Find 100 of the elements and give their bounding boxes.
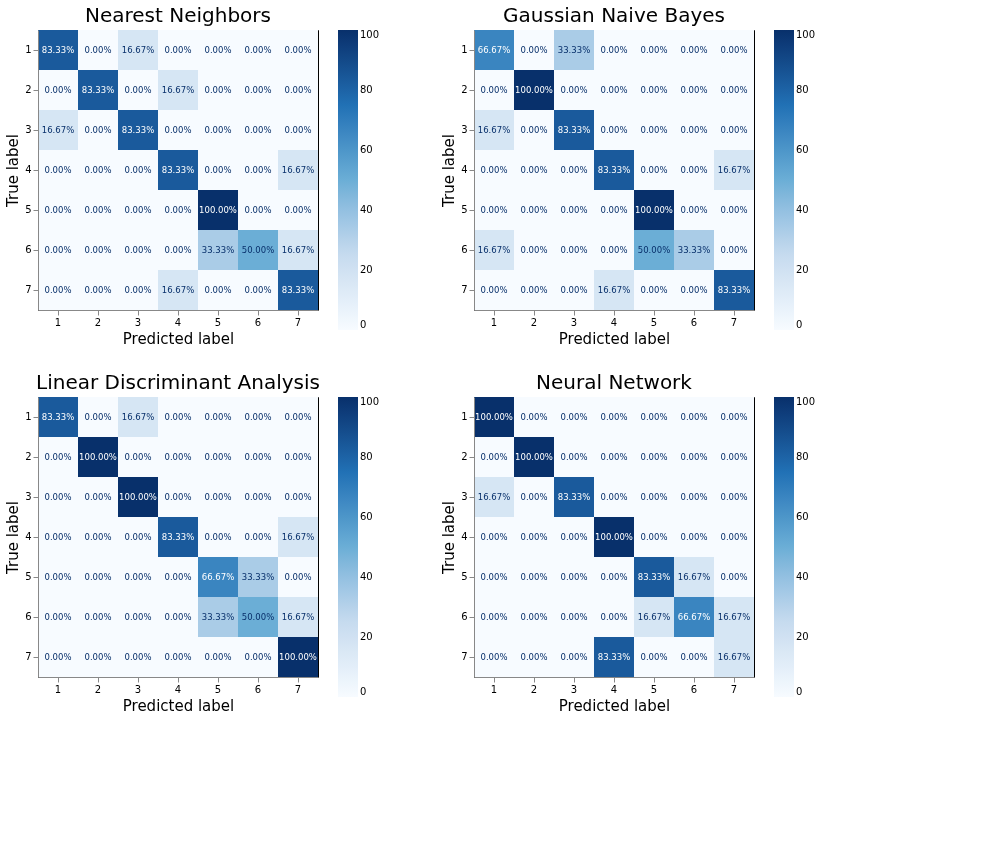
y-tick-label: 6 [461, 244, 468, 255]
data-label: 0.00% [640, 412, 668, 422]
data-label: 0.00% [680, 532, 708, 542]
data-label: 83.33% [637, 572, 671, 582]
x-tick-label: 5 [650, 683, 658, 695]
data-label: 0.00% [720, 245, 748, 255]
data-label: 0.00% [520, 45, 548, 55]
data-label: 16.67% [717, 165, 751, 175]
data-label: 0.00% [600, 45, 628, 55]
data-label: 83.33% [597, 652, 631, 662]
chart-title: Neural Network [536, 370, 693, 394]
y-tick-label: 6 [461, 611, 468, 622]
y-tick-label: 3 [461, 124, 468, 135]
data-label: 0.00% [204, 532, 232, 542]
data-label: 16.67% [677, 572, 711, 582]
y-tick-label: 4 [461, 531, 468, 542]
data-label: 0.00% [680, 492, 708, 502]
data-label: 83.33% [121, 125, 155, 135]
data-label: 0.00% [560, 285, 588, 295]
data-label: 0.00% [520, 652, 548, 662]
color-bar-label: 60 [360, 511, 373, 522]
x-tick-label: 2 [530, 316, 538, 328]
color-bar-label: 60 [796, 511, 809, 522]
data-label: 33.33% [677, 245, 711, 255]
data-label: 0.00% [560, 572, 588, 582]
x-tick-label: 6 [690, 316, 698, 328]
data-label: 0.00% [640, 532, 668, 542]
data-label: 0.00% [520, 412, 548, 422]
chart-title: Gaussian Naive Bayes [503, 3, 725, 27]
color-bar-label: 0 [360, 319, 367, 330]
y-tick-label: 2 [461, 84, 468, 95]
x-tick-label: 7 [294, 683, 302, 695]
x-tick-label: 4 [174, 683, 182, 695]
data-label: 0.00% [640, 45, 668, 55]
data-label: 0.00% [720, 532, 748, 542]
x-tick-label: 1 [54, 316, 62, 328]
x-tick-label: 3 [570, 316, 578, 328]
data-label: 0.00% [84, 285, 112, 295]
y-tick-label: 2 [25, 84, 32, 95]
color-bar-label: 0 [796, 686, 803, 697]
data-label: 100.00% [199, 205, 237, 215]
data-label: 0.00% [680, 412, 708, 422]
y-tick-label: 5 [25, 204, 32, 215]
data-label: 100.00% [279, 652, 317, 662]
data-label: 0.00% [600, 452, 628, 462]
data-label: 0.00% [84, 412, 112, 422]
data-label: 0.00% [640, 285, 668, 295]
y-tick-label: 7 [461, 284, 468, 295]
color-bar-label: 100 [360, 396, 380, 407]
data-label: 0.00% [480, 85, 508, 95]
data-label: 0.00% [244, 165, 272, 175]
x-tick-label: 7 [730, 683, 738, 695]
data-label: 33.33% [201, 612, 235, 622]
data-label: 100.00% [515, 85, 553, 95]
data-label: 16.67% [477, 125, 511, 135]
data-label: 0.00% [480, 652, 508, 662]
y-tick-label: 7 [25, 284, 32, 295]
data-label: 0.00% [124, 285, 152, 295]
data-label: 0.00% [520, 165, 548, 175]
y-axis-title: True label [440, 134, 459, 208]
data-label: 0.00% [680, 652, 708, 662]
data-label: 0.00% [164, 612, 192, 622]
data-label: 0.00% [164, 205, 192, 215]
data-label: 0.00% [520, 285, 548, 295]
color-bar-label: 100 [796, 29, 816, 40]
x-tick-label: 7 [294, 316, 302, 328]
chart-title: Linear Discriminant Analysis [36, 370, 320, 394]
data-label: 16.67% [281, 612, 315, 622]
data-label: 0.00% [84, 245, 112, 255]
color-bar-label: 40 [360, 204, 373, 215]
data-label: 0.00% [284, 205, 312, 215]
data-label: 0.00% [480, 285, 508, 295]
y-tick-label: 1 [25, 411, 32, 422]
data-label: 0.00% [480, 572, 508, 582]
x-axis-title: Predicted label [122, 696, 235, 715]
y-axis-title: True label [440, 501, 459, 575]
color-bar-label: 40 [360, 571, 373, 582]
data-label: 0.00% [204, 492, 232, 502]
data-label: 0.00% [164, 412, 192, 422]
data-label: 0.00% [124, 532, 152, 542]
data-label: 16.67% [281, 532, 315, 542]
data-label: 0.00% [480, 205, 508, 215]
color-bar-label: 20 [796, 631, 809, 642]
data-label: 0.00% [44, 85, 72, 95]
y-tick-label: 1 [461, 411, 468, 422]
x-tick-label: 3 [134, 683, 142, 695]
data-label: 0.00% [84, 492, 112, 502]
data-label: 0.00% [164, 492, 192, 502]
data-label: 100.00% [515, 452, 553, 462]
data-label: 83.33% [161, 165, 195, 175]
data-label: 0.00% [480, 612, 508, 622]
data-label: 0.00% [600, 125, 628, 135]
y-tick-label: 4 [461, 164, 468, 175]
x-tick-label: 6 [254, 316, 262, 328]
data-label: 0.00% [640, 492, 668, 502]
data-label: 16.67% [281, 165, 315, 175]
data-label: 0.00% [560, 85, 588, 95]
data-label: 0.00% [44, 205, 72, 215]
data-label: 0.00% [560, 652, 588, 662]
y-tick-label: 3 [461, 491, 468, 502]
